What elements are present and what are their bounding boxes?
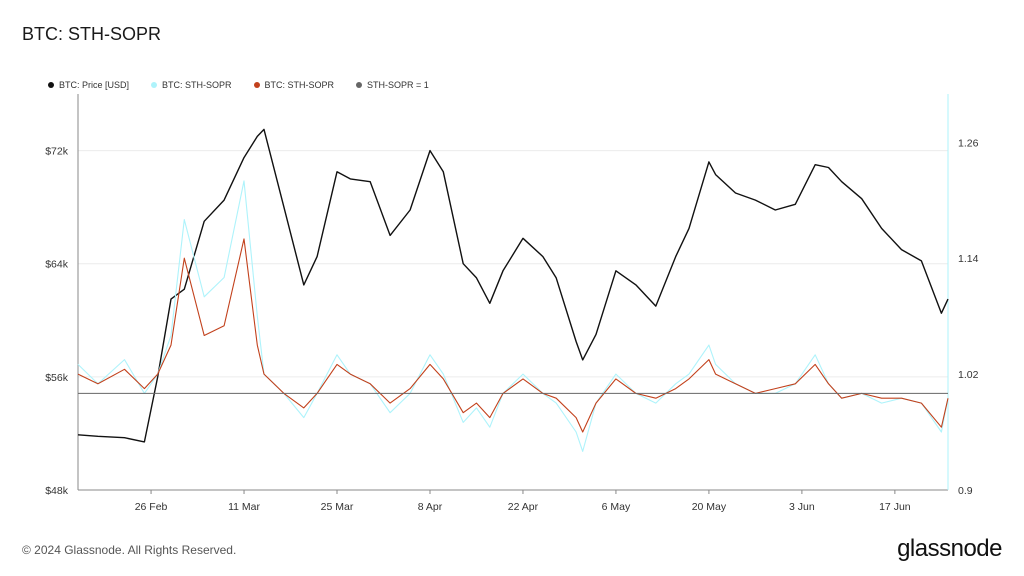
x-tick-label: 17 Jun	[879, 501, 911, 513]
x-tick-label: 26 Feb	[135, 501, 168, 513]
x-tick-label: 6 May	[602, 501, 631, 513]
chart-title: BTC: STH-SOPR	[22, 24, 162, 44]
x-tick-label: 22 Apr	[508, 501, 539, 513]
x-tick-label: 3 Jun	[789, 501, 815, 513]
y-right-tick-label: 1.02	[958, 369, 979, 381]
sopr-smoothed-line	[77, 238, 949, 433]
sopr-raw-line	[77, 180, 949, 452]
legend-item-price[interactable]: BTC: Price [USD]	[48, 80, 129, 90]
y-left-tick-label: $64k	[45, 259, 69, 271]
x-tick-label: 25 Mar	[321, 501, 354, 513]
legend-dot-sopr-raw	[151, 82, 158, 88]
x-tick-label: 11 Mar	[228, 501, 260, 513]
legend-label-price: BTC: Price [USD]	[59, 80, 130, 90]
price-line	[77, 128, 949, 443]
x-tick-label: 20 May	[692, 501, 727, 513]
legend-label-sopr-raw: BTC: STH-SOPR	[162, 80, 232, 90]
legend-label-sopr-one: STH-SOPR = 1	[367, 80, 429, 90]
legend-label-sopr-smoothed: BTC: STH-SOPR	[264, 80, 335, 90]
glassnode-logo[interactable]: glassnode	[897, 535, 1002, 562]
chart-legend: BTC: Price [USD] BTC: STH-SOPR BTC: STH-…	[48, 80, 429, 90]
y-left-tick-label: $72k	[45, 146, 69, 158]
legend-item-sopr-smoothed[interactable]: BTC: STH-SOPR	[253, 80, 335, 90]
legend-item-sopr-one[interactable]: STH-SOPR = 1	[356, 80, 429, 90]
copyright-text: © 2024 Glassnode. All Rights Reserved.	[22, 543, 237, 557]
legend-dot-sopr-smoothed	[253, 82, 260, 88]
x-tick-label: 8 Apr	[418, 501, 443, 513]
legend-item-sopr-raw[interactable]: BTC: STH-SOPR	[151, 80, 232, 90]
legend-dot-price	[48, 82, 54, 88]
y-right-tick-label: 1.26	[958, 137, 979, 149]
y-left-tick-label: $48k	[45, 485, 69, 497]
y-left-tick-label: $56k	[45, 372, 69, 384]
y-right-tick-label: 1.14	[958, 253, 979, 265]
y-right-tick-label: 0.9	[958, 485, 973, 497]
legend-dot-sopr-one	[356, 82, 363, 88]
